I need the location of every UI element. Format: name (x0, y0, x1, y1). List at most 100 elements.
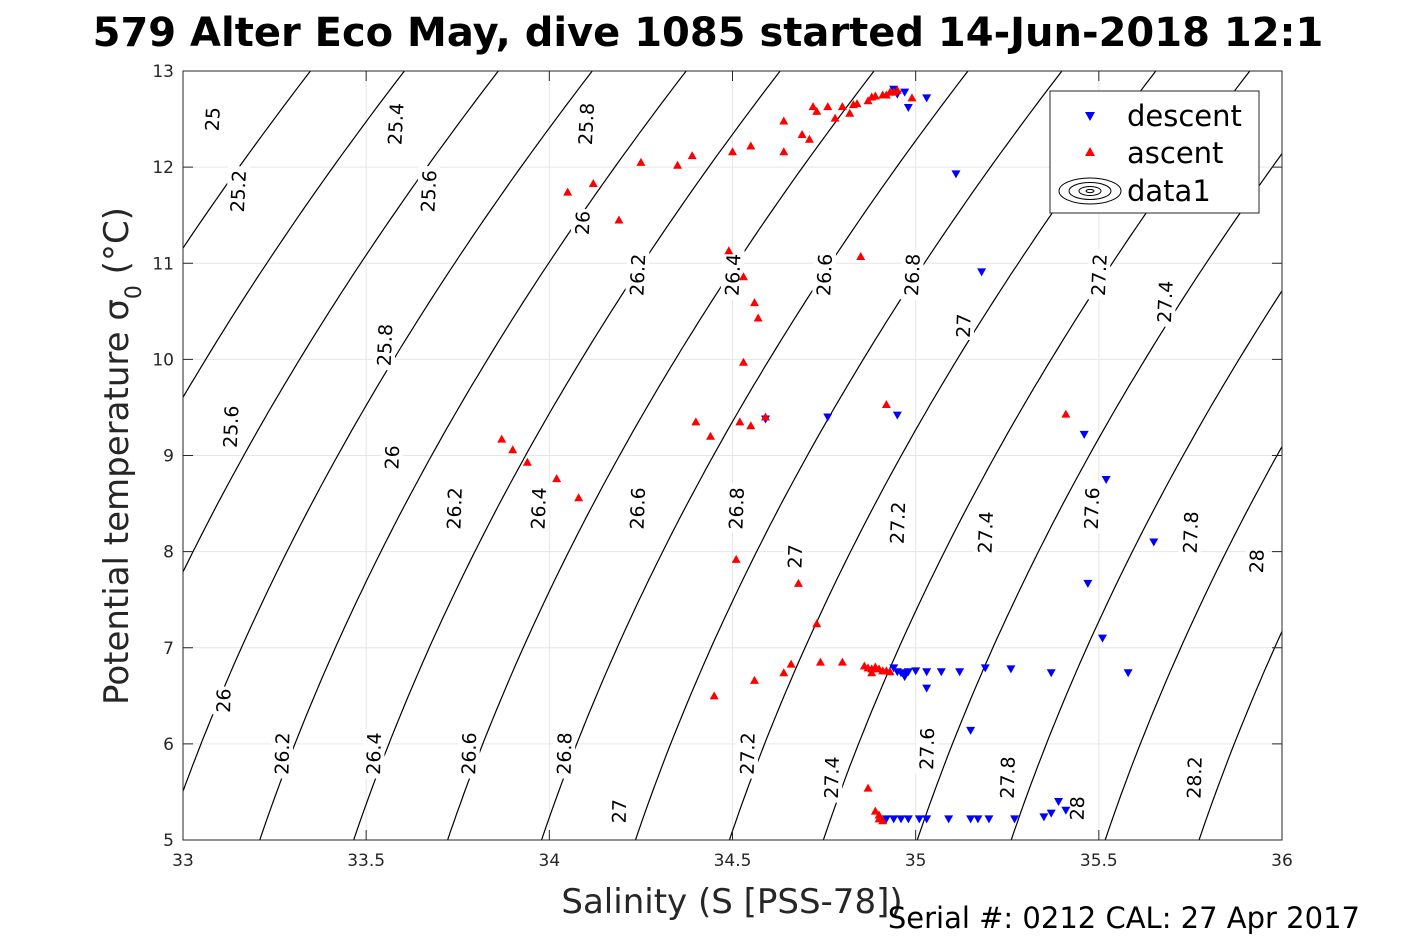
x-tick-label: 34 (539, 851, 561, 871)
contour-label-background (361, 728, 386, 779)
density-contour-line (183, 71, 593, 793)
contour-label-group: 26.6 (457, 728, 481, 779)
ascent-point (804, 134, 814, 143)
ascent-point (746, 141, 756, 150)
contour-label: 27.4 (821, 756, 844, 799)
ascent-point (812, 106, 822, 115)
contour-label: 26.6 (458, 732, 481, 775)
contour-label-background (1079, 483, 1104, 534)
descent-point (1061, 806, 1071, 815)
descent-point (922, 94, 932, 103)
ascent-point (793, 578, 803, 587)
contour-label-group: 28 (1065, 794, 1089, 823)
contour-label-group: 26 (380, 442, 404, 472)
y-axis-ticks: 5 6 7 8 9 10 11 12 13 (152, 62, 1282, 851)
contour-label-background (607, 796, 631, 826)
contour-label: 26.4 (363, 732, 386, 775)
contour-label-group: 26.8 (552, 728, 577, 779)
x-tick-label: 34.5 (714, 851, 752, 871)
contour-label-background (570, 208, 594, 238)
descent-point (1149, 538, 1159, 547)
contour-label-group: 26.8 (724, 483, 749, 534)
contour-label-background (720, 249, 745, 301)
descent-point (984, 815, 994, 824)
contour-label-group: 25.8 (372, 319, 397, 371)
contour-label-background (211, 686, 235, 715)
contour-label: 26.6 (813, 253, 837, 296)
contour-label-group: 27.8 (1178, 507, 1203, 558)
contour-label: 27.6 (1081, 487, 1105, 530)
ascent-point (892, 85, 902, 94)
density-contour-line (447, 71, 875, 840)
density-contour-line (1283, 33, 1417, 869)
contour-label: 26.2 (271, 732, 294, 775)
ascent-point (687, 151, 697, 160)
ascent-point (881, 400, 891, 409)
contour-label-background (1086, 249, 1111, 301)
ascent-point (738, 357, 748, 366)
ascent-point (691, 417, 701, 426)
x-axis-ticks: 33 33.5 34 34.5 35 35.5 36 (172, 71, 1293, 871)
contour-label-group: 27.4 (973, 507, 998, 558)
contour-label-group: 26.2 (270, 728, 294, 779)
contour-label-group: 27.4 (1152, 276, 1178, 328)
ascent-point (797, 129, 807, 138)
contour-label: 28 (1246, 549, 1269, 574)
ascent-point (837, 657, 847, 666)
contour-label: 27 (609, 799, 632, 824)
contour-label: 27.4 (975, 511, 998, 554)
legend-ascent-label: ascent (1127, 136, 1223, 170)
density-contour-line (1377, 33, 1417, 869)
ascent-point (552, 474, 562, 483)
contour-label: 25.8 (575, 102, 599, 145)
y-tick-label: 10 (152, 350, 174, 370)
contour-label-background (973, 507, 998, 558)
ascent-point (746, 421, 756, 430)
density-contour-line (353, 71, 781, 840)
ascent-point (870, 806, 880, 815)
descent-point (903, 815, 913, 824)
contour-label-group: 25.6 (218, 401, 243, 453)
contour-label-background (735, 728, 759, 779)
x-tick-label: 36 (1271, 851, 1293, 871)
ascent-point (870, 91, 880, 100)
descent-point (955, 668, 965, 677)
legend-contour-label: data1 (1127, 174, 1211, 208)
contour-label: 26.2 (443, 487, 467, 530)
contour-label-background (915, 723, 939, 774)
contour-label-background (1178, 507, 1203, 558)
ascent-point (522, 457, 532, 466)
ascent-point (1061, 409, 1071, 418)
descent-point (889, 815, 899, 824)
ascent-point (878, 816, 888, 825)
contour-label-group: 26.4 (361, 728, 386, 779)
contour-label-background (899, 249, 925, 301)
contour-label: 28.2 (1184, 756, 1207, 799)
contour-label-group: 26.8 (899, 249, 925, 301)
contour-label: 26 (213, 688, 236, 713)
descent-point (1079, 430, 1089, 439)
contour-label-group: 27.2 (735, 728, 760, 779)
ascent-point (812, 619, 822, 628)
density-contour-line (183, 71, 406, 399)
ascent-point (779, 116, 789, 125)
contour-label-background (1244, 546, 1268, 576)
x-tick-label: 35 (905, 851, 927, 871)
contour-label-background (218, 401, 243, 453)
ascent-point (508, 445, 518, 454)
y-tick-label: 8 (163, 543, 174, 563)
density-contour-labels: 25 25.2 25.4 25.6 25.8 26 26.2 26.4 26.6 26.8 27 27… (200, 98, 1269, 826)
contour-label-group: 27.2 (1086, 249, 1112, 301)
descent-point (1046, 809, 1056, 818)
legend-box (1049, 90, 1260, 214)
ascent-point (874, 810, 884, 819)
descent-point (881, 815, 891, 824)
contour-label-group: 27.6 (1079, 483, 1105, 534)
descent-point (889, 664, 899, 673)
contour-label: 27.2 (887, 501, 910, 544)
ascent-point (749, 298, 759, 307)
contour-label-group: 26.4 (526, 483, 551, 534)
density-contour-line (259, 71, 687, 840)
contour-label-background (819, 752, 844, 803)
ascent-point (574, 493, 584, 502)
